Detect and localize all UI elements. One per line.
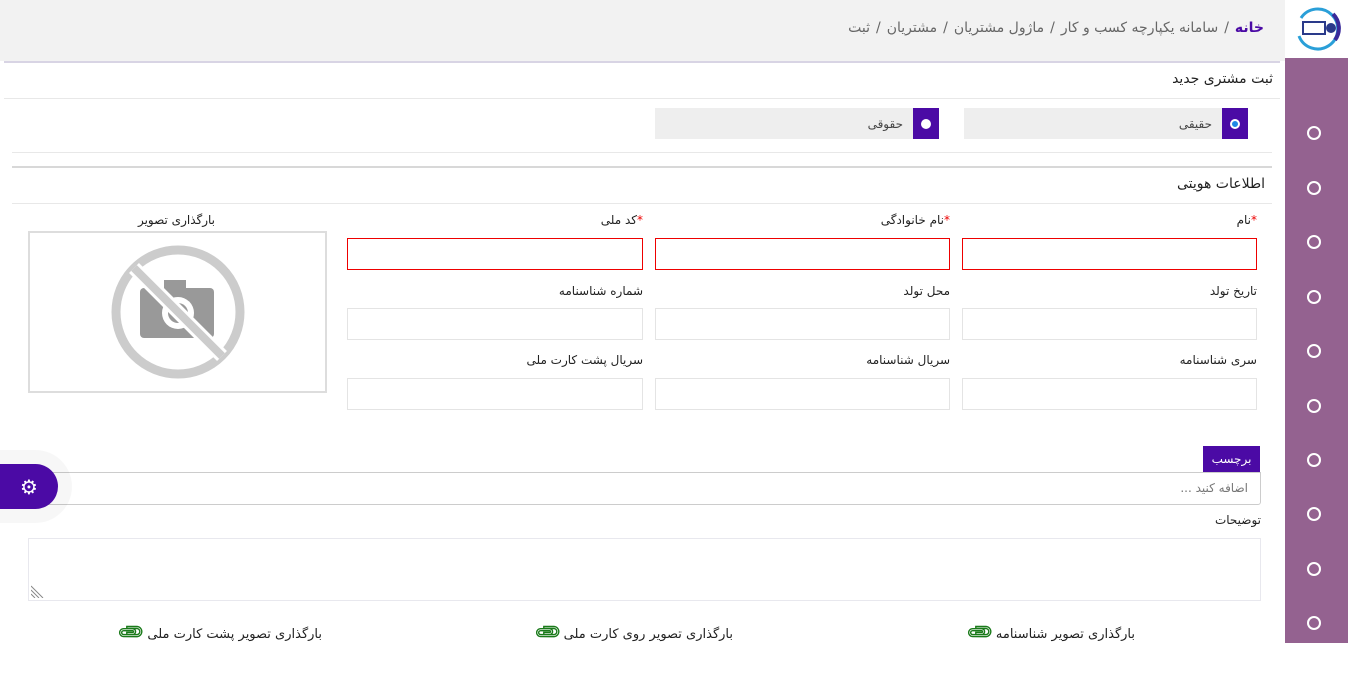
resize-handle-icon[interactable] — [31, 584, 45, 598]
last-name-label: *نام خانوادگی — [880, 213, 950, 227]
description-label: توضیحات — [1214, 513, 1261, 527]
paperclip-icon: 📎︎ — [532, 616, 564, 649]
breadcrumb-separator: / — [1050, 20, 1055, 36]
upload-birth-certificate-button[interactable]: بارگذاری تصویر شناسنامه 📎︎ — [964, 616, 1135, 649]
breadcrumb-system[interactable]: سامانه یکپارچه کسب و کار — [1060, 20, 1219, 36]
id-serial-input[interactable] — [655, 378, 950, 410]
first-name-input[interactable] — [962, 238, 1257, 270]
header — [0, 0, 1285, 61]
national-code-label: *کد ملی — [600, 213, 643, 227]
card-back-serial-label: سریال پشت کارت ملی — [526, 353, 643, 367]
sidebar — [1285, 58, 1348, 643]
paperclip-icon: 📎︎ — [116, 616, 148, 649]
first-name-label: *نام — [1236, 213, 1257, 227]
section-title: اطلاعات هویتی — [1176, 176, 1265, 192]
radio-label: حقیقی — [1178, 116, 1212, 131]
last-name-input[interactable] — [655, 238, 950, 270]
sidebar-item[interactable] — [1307, 562, 1321, 576]
id-number-input[interactable] — [347, 308, 643, 340]
sidebar-item[interactable] — [1307, 181, 1321, 195]
breadcrumb-module[interactable]: ماژول مشتریان — [953, 20, 1045, 36]
radio-button[interactable] — [913, 108, 939, 139]
logo[interactable] — [1285, 0, 1348, 58]
id-number-label: شماره شناسنامه — [558, 284, 643, 298]
sidebar-item[interactable] — [1307, 399, 1321, 413]
breadcrumb-home[interactable]: خانه — [1234, 20, 1264, 36]
birth-date-input[interactable] — [962, 308, 1257, 340]
image-upload-area[interactable] — [28, 231, 327, 393]
divider — [12, 152, 1272, 153]
birth-date-label: تاریخ تولد — [1209, 284, 1257, 298]
breadcrumb-separator: / — [875, 20, 881, 36]
breadcrumb-separator: / — [1224, 20, 1229, 36]
id-series-label: سری شناسنامه — [1179, 353, 1257, 367]
sidebar-item[interactable] — [1307, 507, 1321, 521]
radio-unselected-icon — [921, 118, 931, 129]
sidebar-item[interactable] — [1307, 616, 1321, 630]
divider — [4, 98, 1280, 99]
description-textarea[interactable] — [28, 538, 1261, 601]
settings-button[interactable]: ⚙ — [0, 464, 58, 509]
radio-legal-person[interactable]: حقوقی — [655, 108, 939, 139]
radio-selected-icon — [1230, 118, 1240, 129]
breadcrumb-customers[interactable]: مشتریان — [886, 20, 938, 36]
sidebar-item[interactable] — [1307, 235, 1321, 249]
upload-card-front-button[interactable]: بارگذاری تصویر روی کارت ملی 📎︎ — [532, 616, 733, 649]
sidebar-item[interactable] — [1307, 290, 1321, 304]
image-upload-label: بارگذاری تصویر — [137, 213, 215, 227]
divider — [12, 203, 1272, 204]
radio-label: حقوقی — [867, 116, 903, 131]
birth-place-label: محل تولد — [903, 284, 950, 298]
sidebar-item[interactable] — [1307, 453, 1321, 467]
radio-natural-person[interactable]: حقیقی — [964, 108, 1248, 139]
card-back-serial-input[interactable] — [347, 378, 643, 410]
no-photo-icon — [111, 245, 244, 379]
gear-icon: ⚙ — [20, 474, 38, 499]
section-border — [12, 166, 1272, 168]
id-serial-label: سریال شناسنامه — [866, 353, 950, 367]
page-title: ثبت مشتری جدید — [1172, 71, 1273, 87]
tags-input[interactable]: اضافه کنید ... — [28, 472, 1261, 505]
radio-button[interactable] — [1222, 108, 1248, 139]
sidebar-item[interactable] — [1307, 126, 1321, 140]
breadcrumb: خانه / سامانه یکپارچه کسب و کار / ماژول مشتر… — [848, 20, 1264, 36]
sidebar-item[interactable] — [1307, 344, 1321, 358]
breadcrumb-separator: / — [943, 20, 948, 36]
birth-place-input[interactable] — [655, 308, 950, 340]
upload-card-back-button[interactable]: بارگذاری تصویر پشت کارت ملی 📎︎ — [116, 616, 322, 649]
paperclip-icon: 📎︎ — [964, 616, 996, 649]
tags-label: برچسب — [1203, 446, 1260, 472]
breadcrumb-current: ثبت — [848, 20, 870, 36]
national-code-input[interactable] — [347, 238, 643, 270]
id-series-input[interactable] — [962, 378, 1257, 410]
